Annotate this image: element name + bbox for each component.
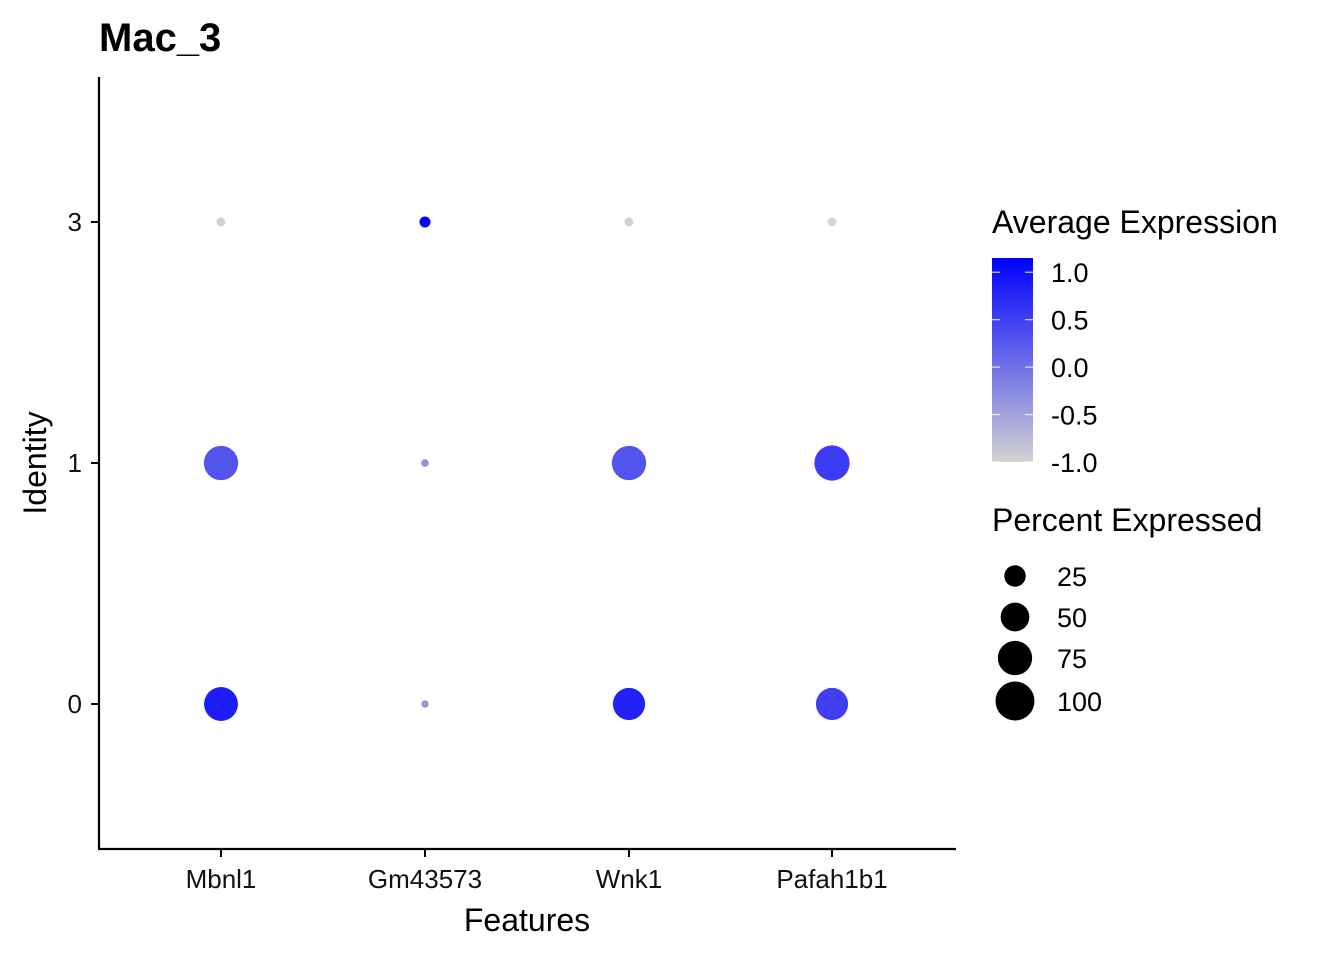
color-legend-label: -0.5 [1051,401,1098,431]
size-legend-title: Percent Expressed [992,502,1262,538]
size-legend-dot [995,681,1035,721]
color-legend-label: 1.0 [1051,258,1089,288]
dot-mbnl1-0 [204,687,238,721]
x-tick-label: Wnk1 [596,864,662,894]
x-axis-title: Features [464,902,590,938]
data-points [203,216,850,721]
size-legend-dot [1004,565,1026,587]
size-legend-label: 50 [1057,603,1087,633]
dot-pafah1b1-3 [827,217,837,227]
size-legend: 25 50 75 100 [995,562,1102,721]
y-tick-label: 0 [68,689,82,719]
color-legend-label: 0.5 [1051,306,1089,336]
dot-wnk1-0 [612,687,646,721]
size-legend-label: 25 [1057,562,1087,592]
x-axis-ticks: Mbnl1 Gm43573 Wnk1 Pafah1b1 [186,849,888,894]
size-legend-label: 75 [1057,644,1087,674]
color-legend-bar [992,258,1033,462]
size-legend-dot [1000,602,1030,632]
size-legend-label: 100 [1057,687,1102,717]
x-tick-label: Mbnl1 [186,864,257,894]
dot-wnk1-3 [624,217,634,227]
color-legend-title: Average Expression [992,204,1278,240]
dot-mbnl1-3 [216,217,226,227]
x-tick-label: Pafah1b1 [776,864,887,894]
dot-pafah1b1-0 [815,687,849,721]
color-legend-label: 0.0 [1051,353,1089,383]
y-axis-title: Identity [17,411,53,514]
dot-gm43573-1 [421,459,429,467]
dot-wnk1-1 [611,445,647,481]
y-tick-label: 1 [68,448,82,478]
dot-gm43573-3 [419,216,431,228]
color-legend-label: -1.0 [1051,448,1098,478]
dot-mbnl1-1 [203,445,239,481]
size-legend-dot [997,640,1033,676]
y-axis-ticks: 0 1 3 [68,207,99,719]
y-tick-label: 3 [68,207,82,237]
dot-pafah1b1-1 [814,445,850,481]
chart-title: Mac_3 [99,16,221,60]
color-legend-ticks: 1.0 0.5 0.0 -0.5 -1.0 [992,258,1098,478]
x-tick-label: Gm43573 [368,864,482,894]
dot-gm43573-0 [421,700,429,708]
